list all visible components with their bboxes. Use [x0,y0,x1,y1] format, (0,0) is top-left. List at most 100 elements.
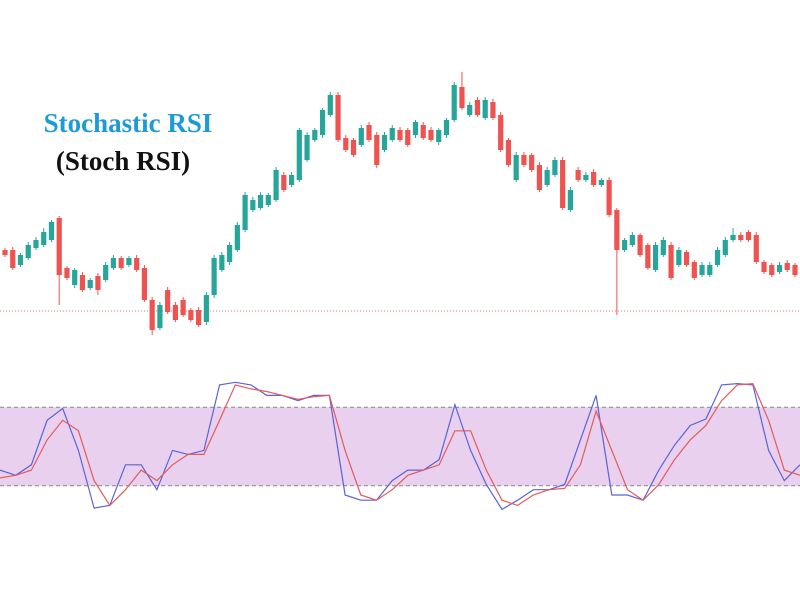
candle-body [652,245,659,270]
candle-body [676,250,682,265]
candle-body [521,155,527,165]
candle-body [2,250,8,255]
candle-body [629,235,635,245]
candle-body [498,115,504,150]
candle-body [219,255,225,270]
candle-body [288,175,295,185]
candle-body [10,250,16,268]
band [0,407,800,486]
candle-body [389,128,395,140]
candle-body [560,160,566,208]
candle-body [420,125,426,138]
candle-body [79,275,86,290]
candle-body [211,258,217,295]
candle-body [242,195,248,230]
candle-body [17,255,24,265]
candle-body [784,263,790,270]
candle-body [273,170,279,200]
candle-body [536,165,543,190]
candle-body [381,135,388,150]
chart-title: Stochastic RSI [44,108,213,138]
candle-body [95,276,101,290]
candle-body [110,258,117,268]
candle-body [769,265,775,275]
candle-body [412,122,419,135]
candle-body [327,95,333,115]
candle-body [451,85,457,120]
candle-body [606,180,612,215]
candle-body [745,232,752,240]
candle-body [350,140,357,155]
candle-body [358,128,364,145]
candle-body [48,222,55,240]
candle-body [366,125,372,140]
candle-body [281,175,287,190]
candle-body [691,262,697,278]
candle-body [118,258,124,268]
candle-body [172,305,178,320]
candle-body [304,135,310,160]
candle-body [126,258,132,265]
candle-body [722,240,728,255]
candle-body [583,175,589,180]
candle-body [296,130,302,180]
candle-body [544,170,550,185]
candle-body [87,280,93,288]
candle-body [33,240,39,248]
candle-body [443,120,450,135]
candle-body [622,240,628,250]
candle-body [180,300,186,315]
candle-body [552,160,558,175]
candle-body [660,240,666,255]
candle-body [257,195,264,208]
candle-body [374,135,380,165]
candle-body [513,155,519,180]
candle-body [149,300,155,330]
candle-body [683,252,690,265]
candle-body [436,130,442,142]
candle-body [312,130,318,140]
candle-body [730,235,736,240]
candle-body [188,310,194,320]
candle-body [459,87,465,108]
candle-body [482,100,488,118]
candle-body [598,180,604,185]
candle-body [265,195,271,205]
candle-body [776,265,783,272]
candle-body [165,290,171,312]
candle-body [141,268,148,300]
candle-body [64,268,70,278]
candle-body [234,225,240,250]
candle-body [792,265,798,275]
candle-body [134,258,140,270]
candle-body [103,265,109,280]
candle-body [428,130,434,140]
candle-body [567,190,573,210]
candle-body [505,140,512,165]
candle-body [196,310,202,325]
candle-body [319,110,326,135]
candle-body [405,130,411,145]
candle-body [668,245,674,278]
candle-body [343,138,349,150]
stoch-line [0,382,800,507]
candle-body [397,130,403,140]
candle-body [250,200,256,210]
candle-body [227,245,233,262]
candle-body [699,265,705,275]
candle-body [637,235,643,255]
chart-subtitle: (Stoch RSI) [56,146,190,176]
candle-body [707,265,713,275]
candle-body [41,232,47,245]
candle-body [591,172,597,185]
candle-body [738,235,744,240]
candle-body [25,245,31,258]
candle-body [614,210,620,250]
candle-body [56,218,62,275]
candle-body [761,262,767,272]
candle-body [72,270,78,285]
candle-body [157,305,163,328]
candle-body [714,250,721,265]
stoch-line [0,381,800,511]
